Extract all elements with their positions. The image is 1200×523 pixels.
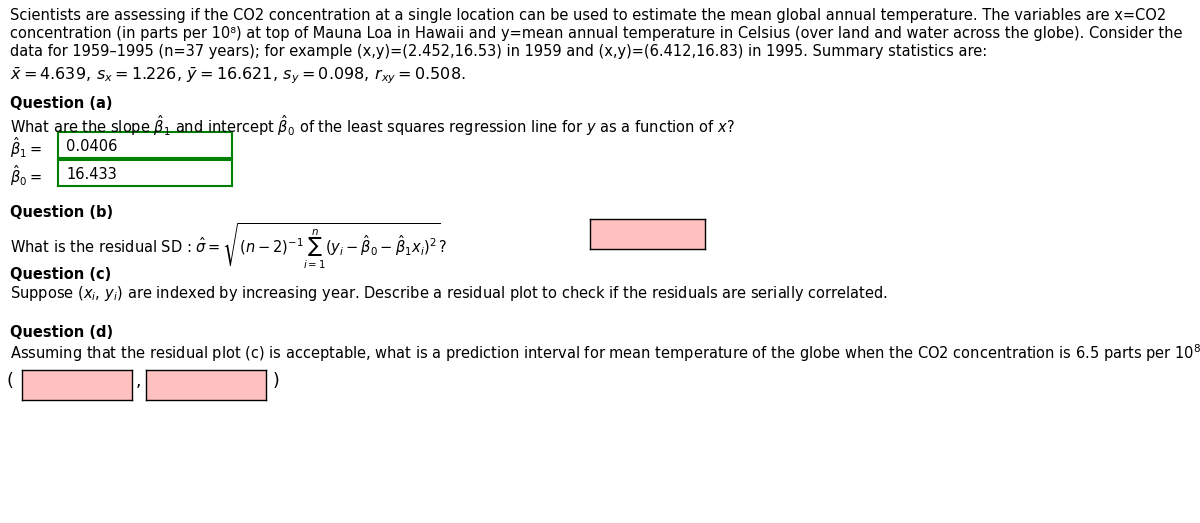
Text: Suppose $(x_i,\, y_i)$ are indexed by increasing year. Describe a residual plot : Suppose $(x_i,\, y_i)$ are indexed by in… — [10, 284, 887, 303]
Text: ): ) — [272, 372, 280, 390]
Text: 0.0406: 0.0406 — [66, 139, 118, 154]
Text: 16.433: 16.433 — [66, 167, 118, 182]
Text: What is the residual SD : $\hat{\sigma} = \sqrt{(n-2)^{-1}\sum_{i=1}^{n}(y_i - \: What is the residual SD : $\hat{\sigma} … — [10, 222, 446, 271]
Text: Scientists are assessing if the CO2 concentration at a single location can be us: Scientists are assessing if the CO2 conc… — [10, 8, 1166, 23]
Text: $\hat{\beta}_1=$: $\hat{\beta}_1=$ — [10, 135, 42, 160]
Text: Assuming that the residual plot (c) is acceptable, what is a prediction interval: Assuming that the residual plot (c) is a… — [10, 342, 1200, 363]
Text: Question (a): Question (a) — [10, 96, 112, 111]
Text: What are the slope $\hat{\beta}_1$ and intercept $\hat{\beta}_0$ of the least sq: What are the slope $\hat{\beta}_1$ and i… — [10, 113, 734, 138]
Text: Question (d): Question (d) — [10, 325, 113, 340]
Text: concentration (in parts per 10⁸) at top of Mauna Loa in Hawaii and y=mean annual: concentration (in parts per 10⁸) at top … — [10, 26, 1182, 41]
Text: (: ( — [6, 372, 13, 390]
Text: $\hat{\beta}_0=$: $\hat{\beta}_0=$ — [10, 163, 42, 188]
Text: ,: , — [136, 372, 142, 390]
Text: $\bar{x} = 4.639,\, s_x = 1.226,\, \bar{y} = 16.621,\, s_y = 0.098,\, r_{xy} = 0: $\bar{x} = 4.639,\, s_x = 1.226,\, \bar{… — [10, 65, 466, 86]
Text: data for 1959–1995 (n=37 years); for example (x,y)=(2.452,16.53) in 1959 and (x,: data for 1959–1995 (n=37 years); for exa… — [10, 44, 986, 59]
Text: Question (c): Question (c) — [10, 267, 110, 282]
Text: Question (b): Question (b) — [10, 205, 113, 220]
